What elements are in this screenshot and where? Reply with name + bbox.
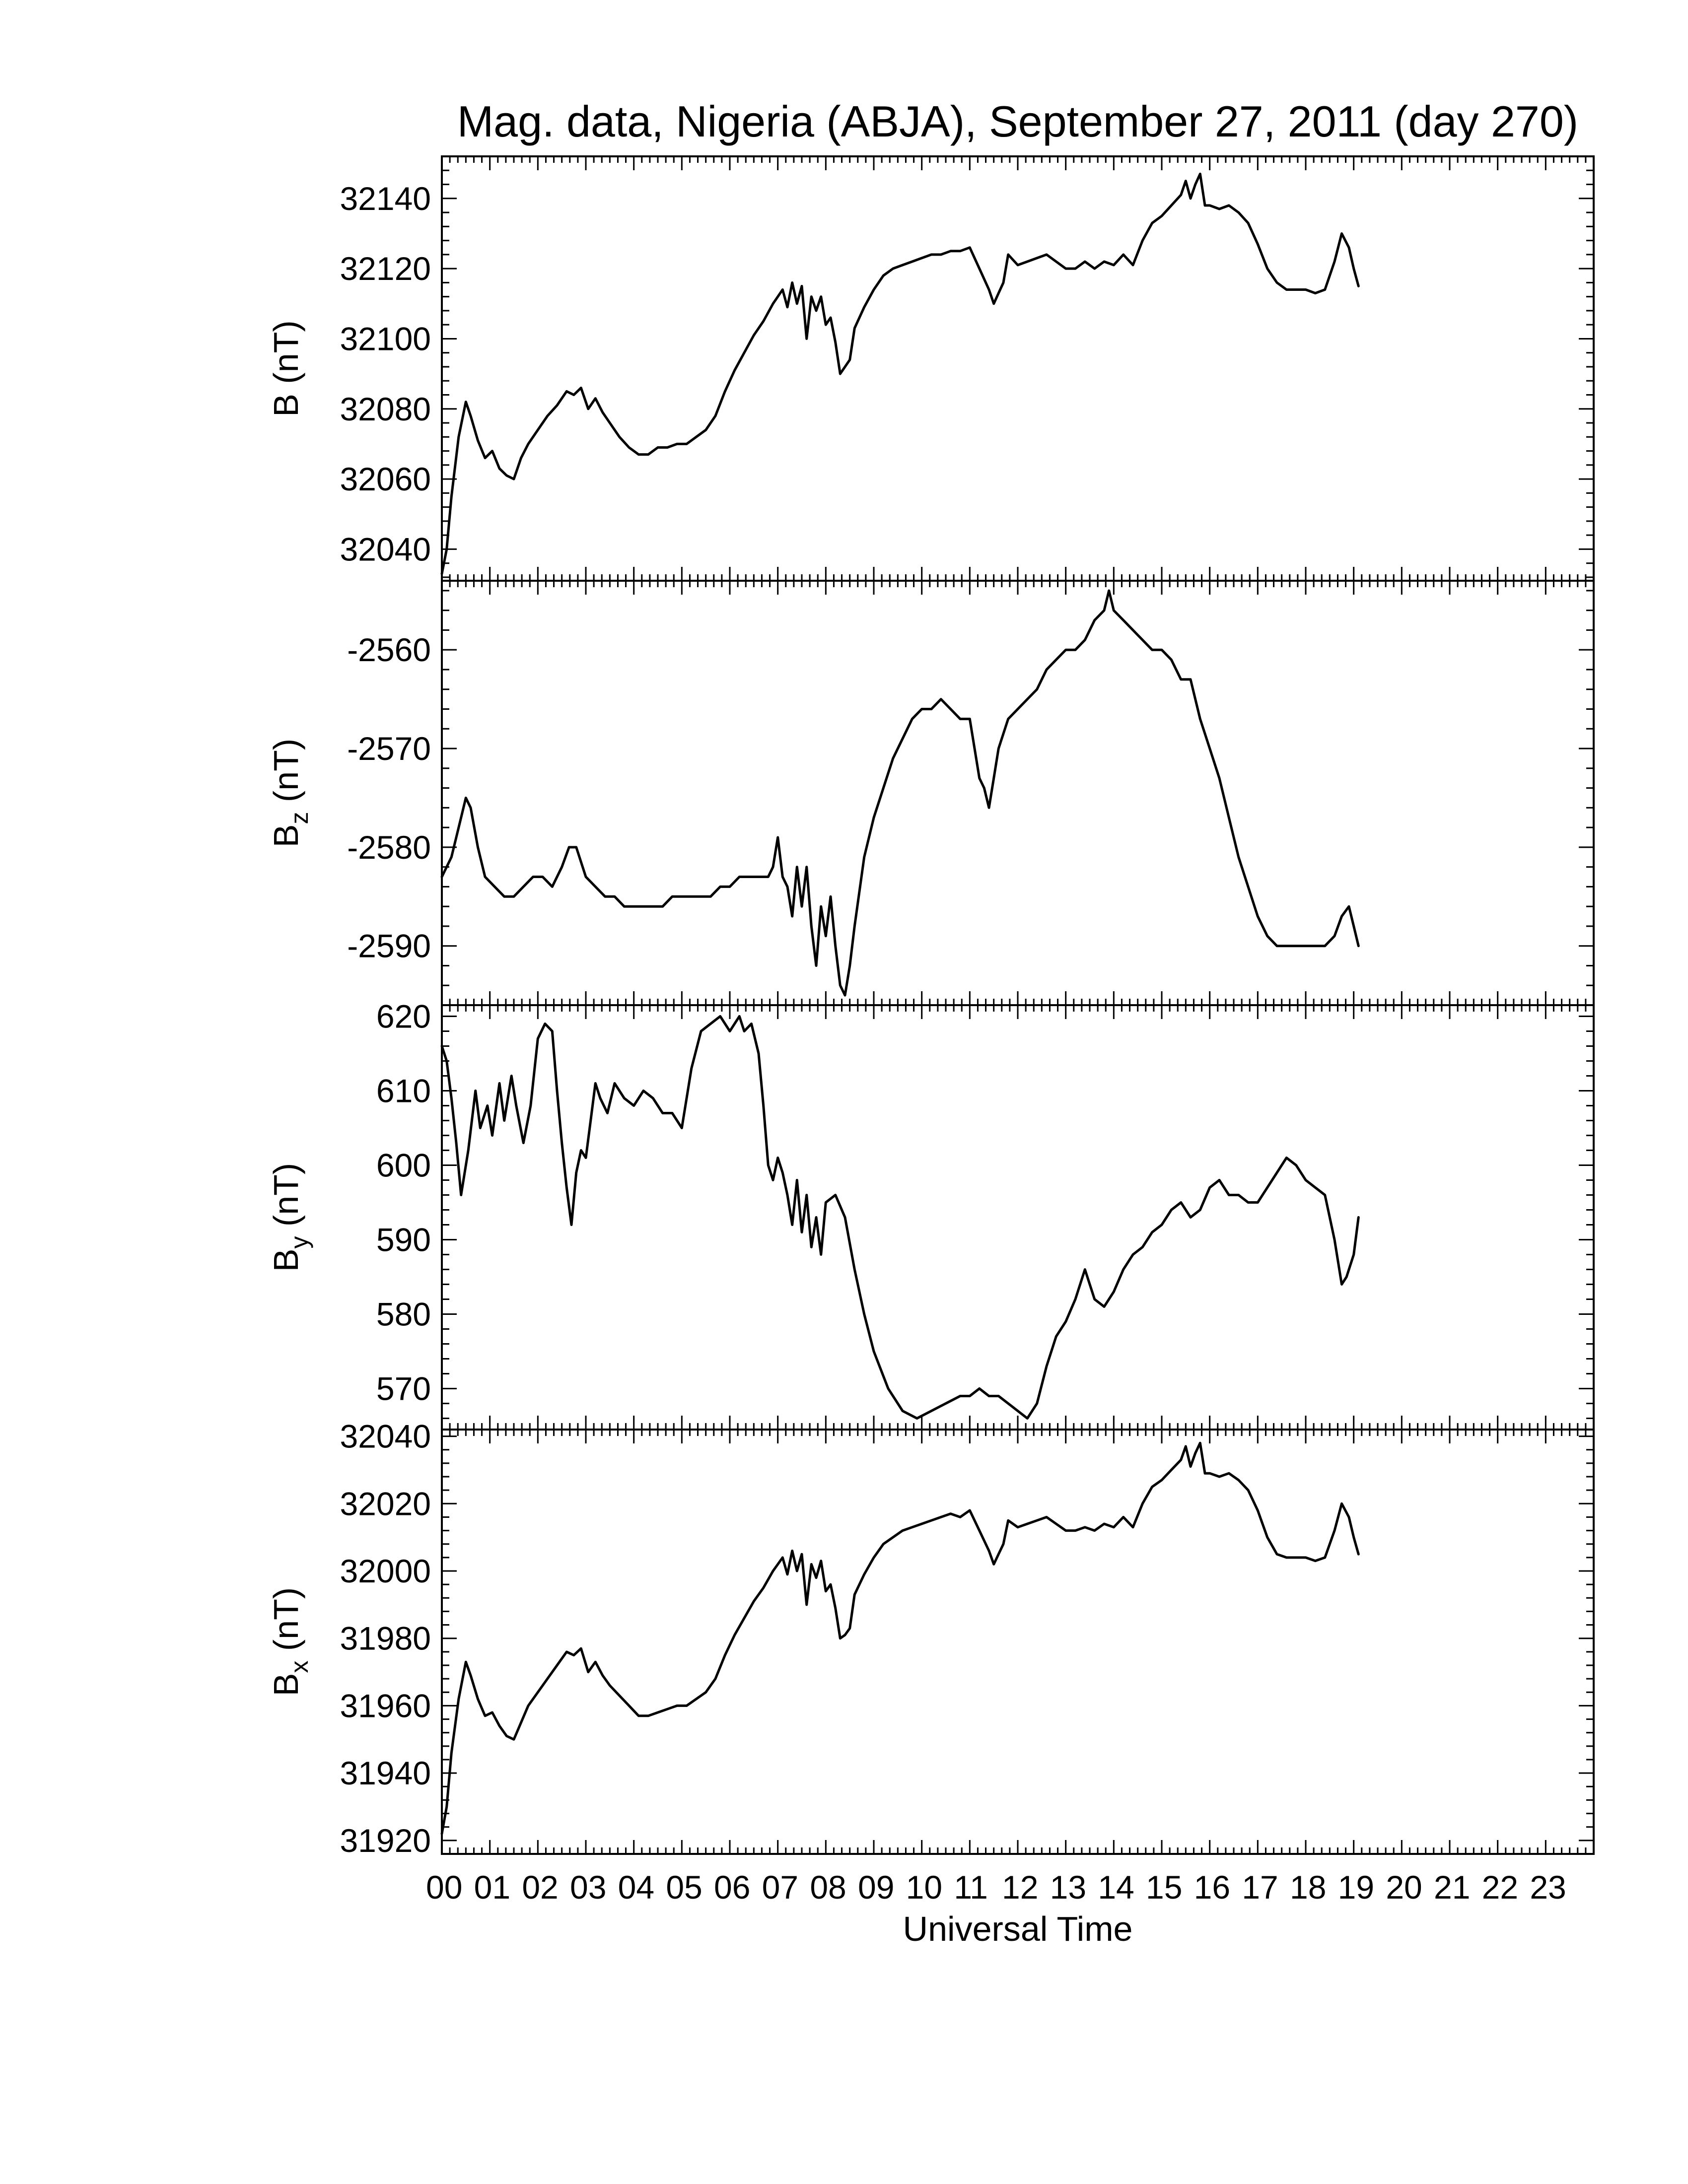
- x-tick-label: 01: [474, 1869, 510, 1906]
- y-axis-label-main: B: [267, 1249, 305, 1272]
- x-tick-label: 02: [522, 1869, 558, 1906]
- y-tick-label-bz: -2560: [347, 631, 431, 668]
- x-tick-label: 17: [1242, 1869, 1278, 1906]
- x-tick-label: 04: [618, 1869, 654, 1906]
- x-tick-label: 14: [1098, 1869, 1134, 1906]
- y-tick-label-by: 590: [376, 1222, 431, 1258]
- y-tick-label-b-total: 32040: [340, 531, 431, 567]
- y-axis-label-unit: (nT): [267, 320, 305, 394]
- y-tick-label-bx: 31940: [340, 1755, 431, 1791]
- y-tick-label-bx: 32020: [340, 1485, 431, 1522]
- panel-b-total: 32040 32060 32080 32100 32120 32140 B (nT): [267, 155, 1595, 582]
- x-axis-label: Universal Time: [903, 1910, 1133, 1948]
- y-tick-label-by: 580: [376, 1296, 431, 1333]
- y-axis-label-main: B: [267, 824, 305, 848]
- x-tick-label: 16: [1194, 1869, 1230, 1906]
- y-tick-label-b-total: 32080: [340, 391, 431, 427]
- series-line-by: [440, 1015, 1360, 1420]
- x-tick-label: 15: [1146, 1869, 1182, 1906]
- x-tick-label: 22: [1482, 1869, 1518, 1906]
- x-tick-label: 21: [1434, 1869, 1470, 1906]
- x-tick-label: 05: [666, 1869, 702, 1906]
- x-tick-label: 18: [1290, 1869, 1326, 1906]
- y-axis-label-by: By (nT): [267, 1163, 313, 1272]
- x-tick-label: 10: [906, 1869, 942, 1906]
- y-tick-label-bx: 31960: [340, 1687, 431, 1724]
- y-axis-label-bx: Bx (nT): [267, 1587, 313, 1696]
- y-tick-label-bz: -2590: [347, 928, 431, 964]
- y-axis-label-subscript: x: [285, 1661, 313, 1673]
- y-tick-label-bx: 32040: [340, 1418, 431, 1455]
- x-tick-label: 09: [858, 1869, 894, 1906]
- y-tick-label-b-total: 32100: [340, 320, 431, 357]
- y-axis-label-unit: (nT): [267, 1163, 305, 1236]
- y-tick-label-b-total: 32120: [340, 250, 431, 287]
- x-tick-label: 19: [1338, 1869, 1374, 1906]
- x-tick-label: 20: [1386, 1869, 1422, 1906]
- y-axis-label-bz: Bz (nT): [267, 739, 313, 847]
- y-tick-label-by: 570: [376, 1370, 431, 1407]
- panel-bx: 31920 31940 31960 31980 32000 32020 32040 Bx (n…: [267, 1418, 1595, 1859]
- y-axis-label-unit: (nT): [267, 1587, 305, 1661]
- x-tick-label: 00: [426, 1869, 462, 1906]
- y-axis-label-main: B: [267, 1673, 305, 1697]
- x-tick-label: 13: [1050, 1869, 1086, 1906]
- x-tick-label: 12: [1002, 1869, 1038, 1906]
- y-tick-label-bx: 31920: [340, 1822, 431, 1859]
- y-tick-label-bx: 31980: [340, 1620, 431, 1657]
- y-tick-label-b-total: 32140: [340, 180, 431, 217]
- y-tick-label-by: 600: [376, 1147, 431, 1184]
- y-tick-label-bz: -2580: [347, 829, 431, 866]
- series-line-bx: [440, 1441, 1360, 1835]
- y-tick-label-bx: 32000: [340, 1553, 431, 1589]
- x-tick-label: 07: [762, 1869, 798, 1906]
- series-line-b-total: [440, 172, 1360, 575]
- y-axis-label-b-total: B (nT): [267, 320, 305, 416]
- x-tick-label: 06: [714, 1869, 750, 1906]
- x-tick-label: 03: [570, 1869, 606, 1906]
- x-tick-label: 11: [954, 1869, 988, 1906]
- y-axis-label-subscript: z: [285, 812, 313, 824]
- y-tick-label-by: 610: [376, 1073, 431, 1109]
- x-tick-labels: 00 01 02 03 04 05 06 07 08 09 10 11 12 13 14 15 16 17 18 19…: [426, 1869, 1566, 1906]
- y-tick-label-by: 620: [376, 998, 431, 1035]
- x-tick-label: 23: [1530, 1869, 1566, 1906]
- panel-by: 570 580 590 600 610 620 By (nT): [267, 998, 1595, 1431]
- y-tick-label-bz: -2570: [347, 730, 431, 767]
- x-tick-label: 08: [810, 1869, 846, 1906]
- chart-title: Mag. data, Nigeria (ABJA), September 27,…: [457, 97, 1578, 146]
- y-tick-label-b-total: 32060: [340, 461, 431, 497]
- series-line-bz: [440, 589, 1360, 997]
- y-axis-label-unit: (nT): [267, 739, 305, 812]
- y-axis-label-main: B: [267, 394, 305, 417]
- y-axis-label-subscript: y: [285, 1236, 313, 1249]
